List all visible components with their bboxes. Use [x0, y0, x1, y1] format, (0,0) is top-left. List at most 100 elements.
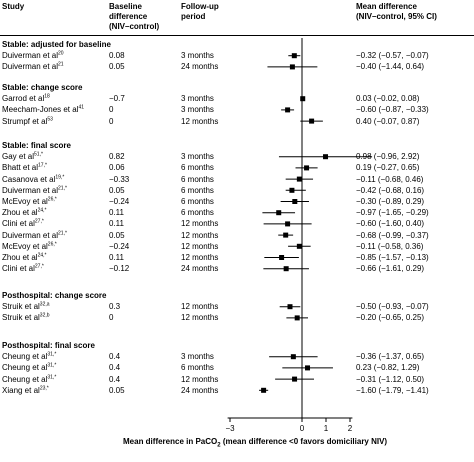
point-estimate — [289, 64, 295, 70]
study-row: Gay et al51,* 0.82 3 months 0.98 (−0.96, 2.… — [0, 151, 474, 162]
group-title: Stable: change score — [0, 82, 474, 93]
follow-up-period: 6 months — [181, 174, 214, 184]
study-row: Duiverman et al20 0.08 3 months −0.32 (−0.5… — [0, 50, 474, 61]
mean-difference-ci: 0.03 (−0.02, 0.08) — [356, 94, 420, 104]
study-author: Struik et al — [2, 302, 40, 312]
study-author: Zhou et al — [2, 253, 38, 262]
study-reference: 24,* — [37, 252, 47, 259]
baseline-difference: 0.4 — [109, 352, 121, 362]
study-author: Gay et al — [2, 152, 35, 162]
study-reference: 17,* — [38, 162, 47, 169]
baseline-difference: 0.08 — [109, 51, 125, 61]
study-author: Clini et al — [2, 219, 35, 229]
study-author: Casanova et al — [2, 174, 56, 184]
x-axis-label-suffix: (mean difference <0 favors domiciliary N… — [220, 437, 388, 446]
baseline-difference: 0.05 — [109, 185, 125, 195]
header-rule — [0, 35, 474, 36]
mean-difference-ci: −0.42 (−0.68, 0.16) — [356, 185, 425, 195]
follow-up-period: 12 months — [181, 219, 219, 229]
follow-up-period: 3 months — [181, 51, 214, 61]
study-name: Garrod et al18 — [2, 93, 50, 104]
header-mean-difference: Mean difference (NIV–control, 95% CI) — [356, 2, 437, 22]
point-estimate — [296, 243, 302, 249]
point-estimate — [292, 199, 298, 204]
study-name: Duiverman et al21 — [2, 61, 64, 72]
point-estimate — [309, 118, 315, 124]
study-reference: 27,* — [34, 218, 44, 225]
study-author: Meecham-Jones et al — [2, 105, 79, 115]
study-reference: 31,* — [47, 362, 57, 369]
study-row: Casanova et al19,* −0.33 6 months −0.11 (−0… — [0, 174, 474, 185]
follow-up-period: 6 months — [181, 208, 214, 218]
baseline-difference: 0 — [109, 313, 114, 323]
point-estimate — [290, 354, 296, 360]
baseline-difference: 0.11 — [109, 208, 124, 218]
baseline-difference: 0.3 — [109, 302, 121, 312]
x-tick-label: 2 — [348, 424, 353, 433]
study-author: Duiverman et al — [2, 51, 59, 61]
follow-up-period: 3 months — [181, 352, 214, 362]
study-author: Clini et al — [2, 264, 35, 274]
study-name: McEvoy et al26,* — [2, 196, 57, 207]
study-row: Strumpf et al53 0 12 months 0.40 (−0.07, 0.… — [0, 116, 474, 127]
study-name: Zhou et al24,* — [2, 207, 46, 218]
group-title-text: Posthospital: change score — [2, 291, 107, 300]
study-name: Xiang et al23,* — [2, 385, 49, 396]
point-estimate — [261, 387, 267, 393]
study-row: Meecham-Jones et al41 0 3 months −0.60 (−0.… — [0, 104, 474, 115]
baseline-difference: −0.24 — [109, 241, 130, 251]
study-reference: 53 — [47, 115, 53, 122]
study-reference: 23,* — [39, 385, 49, 392]
study-name: Casanova et al19,* — [2, 174, 64, 185]
study-reference: 19,* — [55, 173, 65, 180]
study-row: Clini et al27,* −0.12 24 months −0.66 (−1.6… — [0, 263, 474, 274]
follow-up-period: 6 months — [181, 163, 214, 173]
study-author: Garrod et al — [2, 94, 45, 104]
mean-difference-ci: 0.40 (−0.07, 0.87) — [356, 116, 420, 126]
baseline-difference: 0.4 — [109, 374, 121, 384]
baseline-difference: 0 — [109, 105, 114, 115]
mean-difference-ci: −0.20 (−0.65, 0.25) — [356, 313, 425, 323]
study-author: Duiverman et al — [2, 185, 59, 195]
group-title: Posthospital: final score — [0, 340, 474, 351]
baseline-difference: 0.06 — [109, 163, 125, 173]
study-row: Cheung et al31,* 0.4 12 months −0.31 (−1.12… — [0, 374, 474, 385]
follow-up-period: 24 months — [181, 385, 219, 395]
point-estimate — [276, 210, 282, 216]
x-axis-label-sub: 2 — [217, 442, 221, 449]
x-tick-label: 0 — [300, 424, 305, 433]
study-name: Strumpf et al53 — [2, 116, 53, 127]
follow-up-period: 12 months — [181, 313, 219, 323]
point-estimate — [279, 255, 285, 260]
group-title-text: Stable: change score — [2, 83, 83, 92]
mean-difference-ci: −0.68 (−0.99, −0.37) — [356, 230, 429, 240]
mean-difference-ci: −0.85 (−1.57, −0.13) — [356, 253, 429, 262]
study-author: Cheung et al — [2, 363, 48, 373]
group-title-text: Stable: final score — [2, 141, 71, 150]
baseline-difference: 0.4 — [109, 363, 121, 373]
point-estimate — [300, 96, 306, 102]
baseline-difference: −0.7 — [109, 94, 125, 104]
point-estimate — [296, 176, 302, 182]
study-name: McEvoy et al26,* — [2, 241, 57, 252]
baseline-difference: −0.12 — [109, 264, 130, 274]
study-reference: 41 — [78, 104, 85, 111]
mean-difference-ci: 0.19 (−0.27, 0.65) — [356, 163, 420, 173]
study-author: McEvoy et al — [2, 241, 48, 251]
point-estimate — [283, 232, 289, 238]
x-tick-label: 1 — [324, 424, 329, 433]
mean-difference-ci: −0.60 (−1.60, 0.40) — [356, 219, 425, 229]
group-title: Stable: final score — [0, 140, 474, 151]
mean-difference-ci: −0.60 (−0.87, −0.33) — [356, 105, 429, 115]
follow-up-period: 12 months — [181, 253, 219, 262]
study-reference: 32,a — [39, 301, 50, 308]
study-name: Meecham-Jones et al41 — [2, 104, 84, 115]
baseline-difference: −0.33 — [109, 174, 130, 184]
study-reference: 27,* — [34, 263, 44, 270]
study-name: Cheung et al31,* — [2, 374, 56, 385]
group-title: Posthospital: change score — [0, 290, 474, 301]
study-name: Gay et al51,* — [2, 151, 43, 162]
study-reference: 32,b — [39, 312, 50, 319]
baseline-difference: 0.82 — [109, 152, 125, 162]
follow-up-period: 12 months — [181, 302, 219, 312]
